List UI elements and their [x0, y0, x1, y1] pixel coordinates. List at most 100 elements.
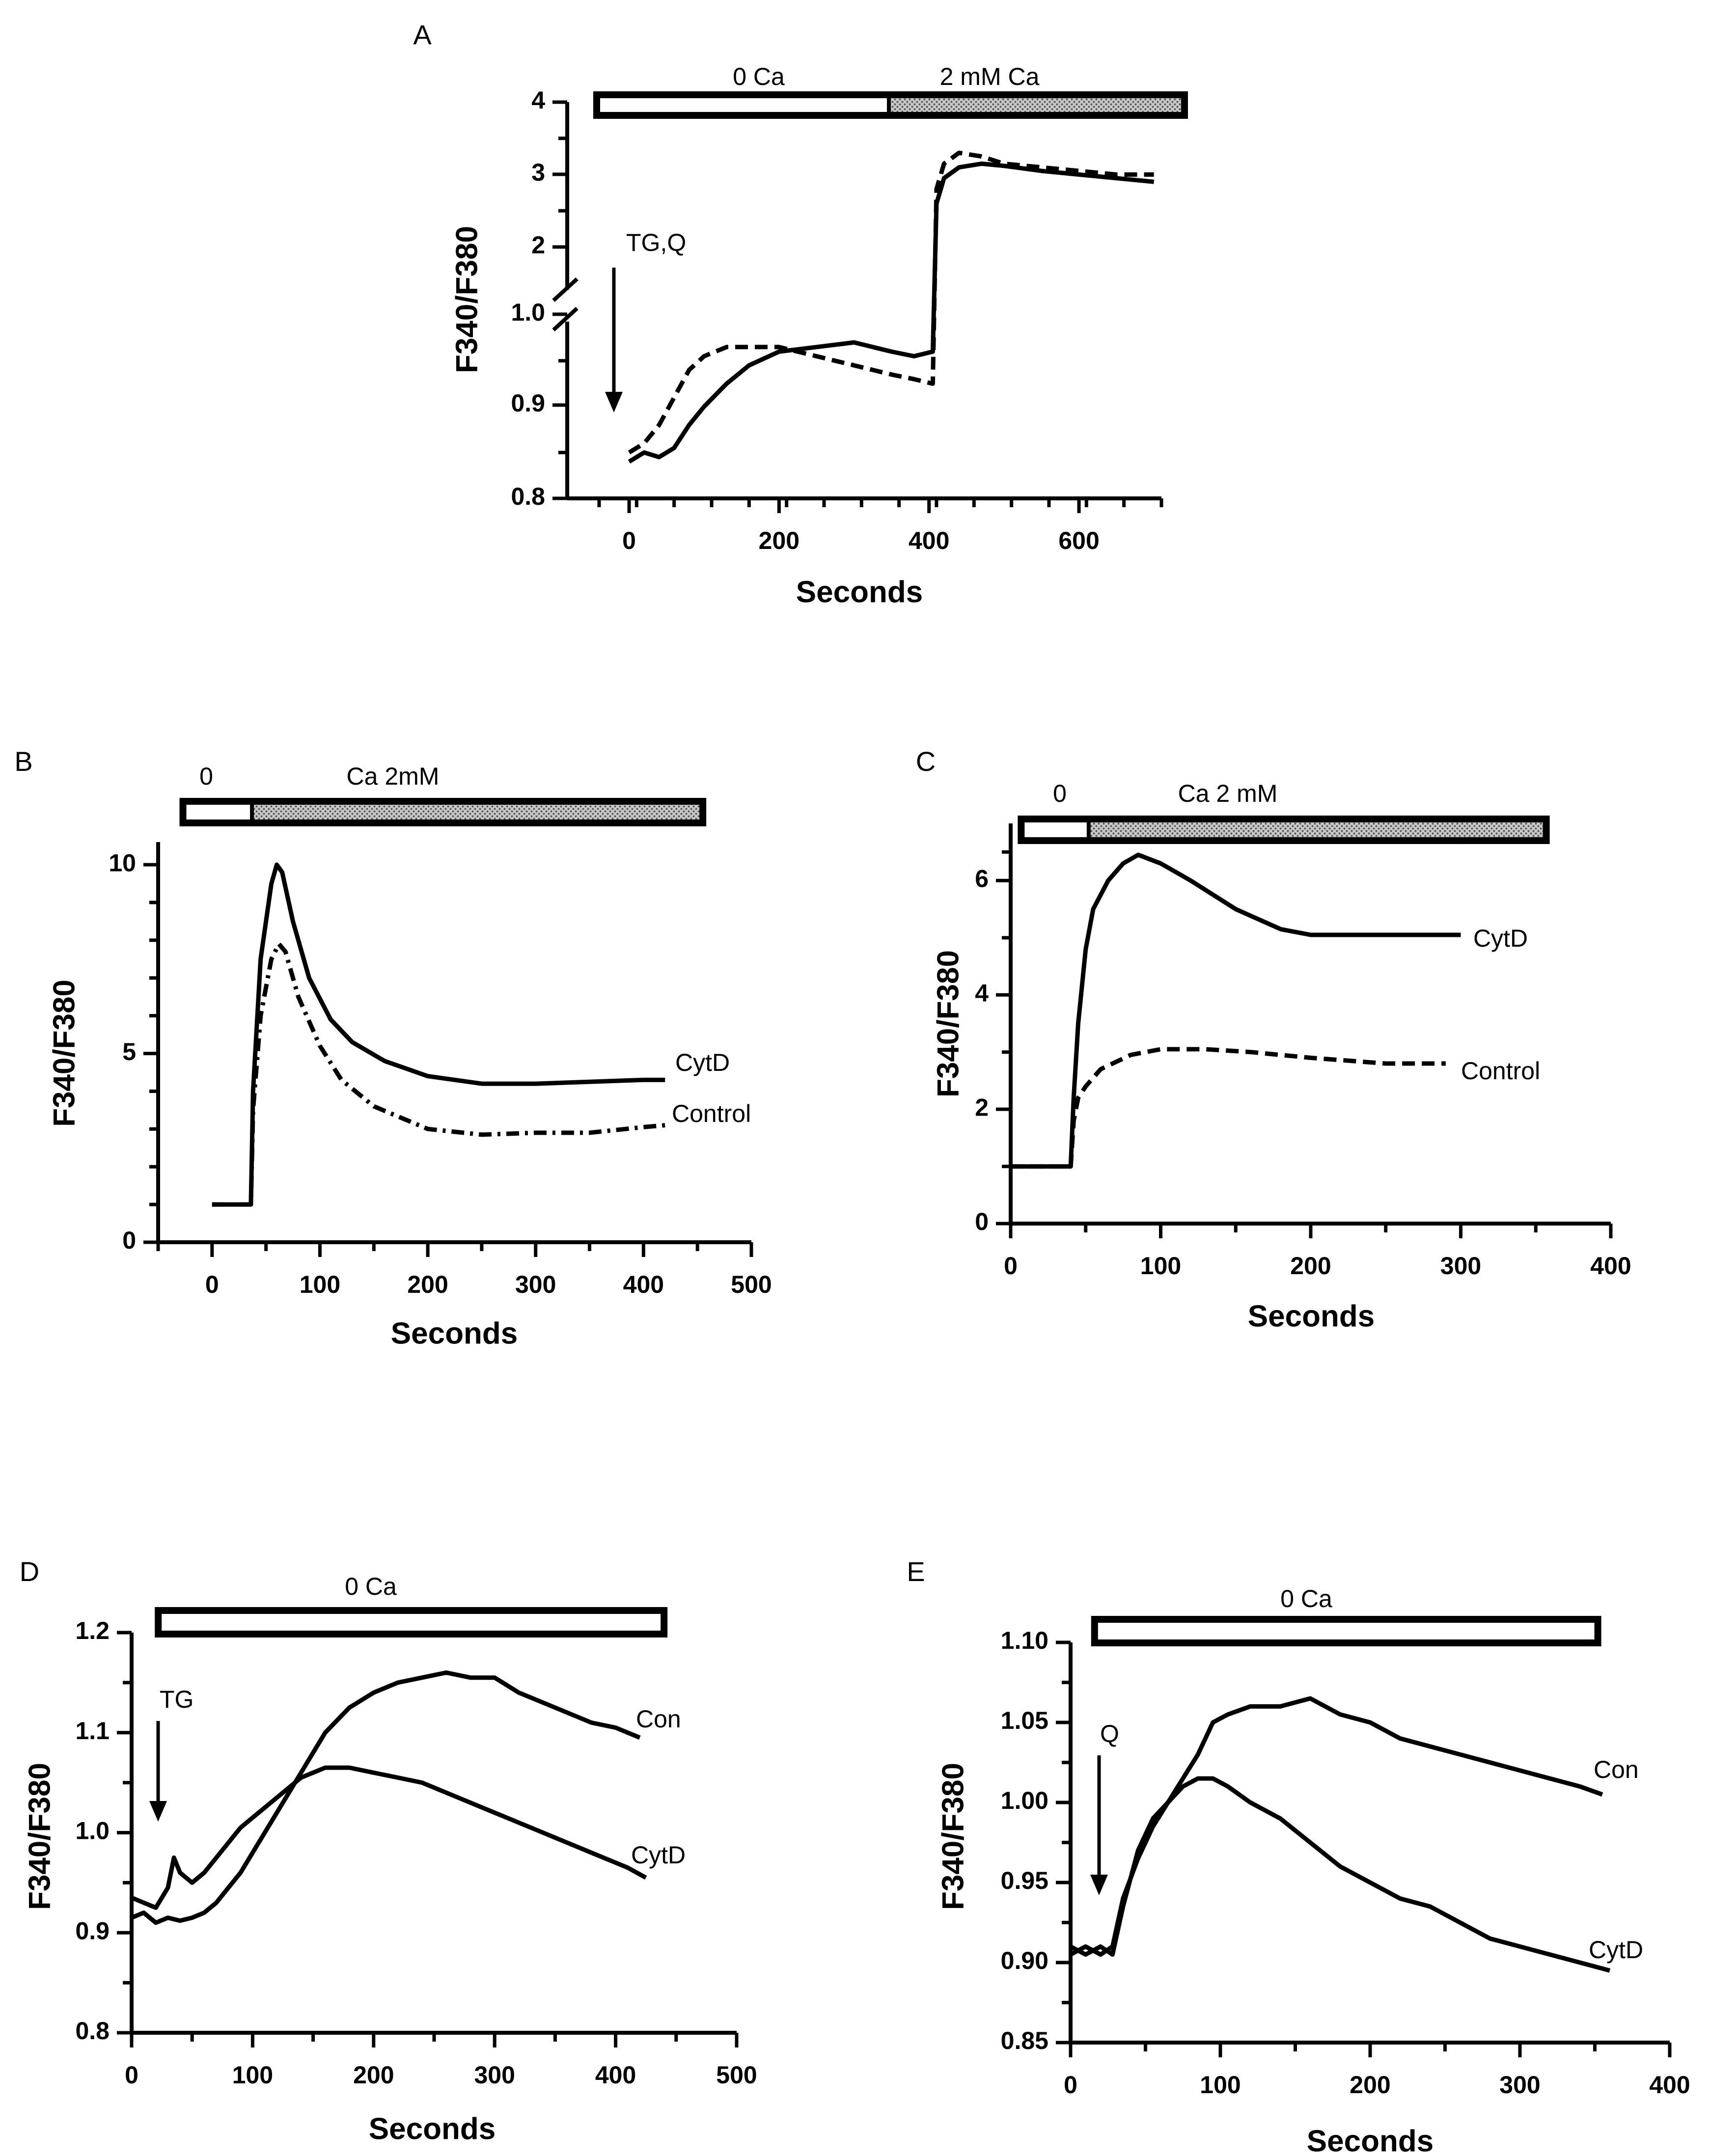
- drug-addition-arrow: TG,Q: [605, 229, 686, 412]
- x-axis-title: Seconds: [796, 575, 923, 609]
- x-tick-label: 400: [595, 2061, 636, 2089]
- panel-A: A 0.8 0.9 1.0 2 3 4 0 200 400 600 Seconds F340/F380 0…: [413, 19, 1188, 609]
- y-tick-label: 0.8: [75, 2017, 110, 2045]
- panel-letter-C: C: [916, 746, 936, 777]
- series-line-control: [212, 942, 665, 1207]
- y-tick-label: 3: [531, 159, 545, 186]
- y-tick-label: 1.0: [75, 1817, 110, 1845]
- series-label: Con: [636, 1705, 681, 1733]
- perfusion-bar-outline: [179, 798, 707, 826]
- y-tick-label: 0.95: [1001, 1867, 1048, 1894]
- y-tick-label: 0: [122, 1227, 136, 1254]
- y-tick-label: 0: [975, 1208, 989, 1235]
- y-axis-title: F340/F380: [23, 1763, 56, 1910]
- series-label: CytD: [631, 1841, 686, 1869]
- series-line-cytd: [1069, 1776, 1611, 1973]
- drug-addition-arrow: Q: [1090, 1720, 1119, 1895]
- series-line-trace-1: [628, 150, 1154, 455]
- y-axis-title: F340/F380: [450, 226, 484, 373]
- series-line-trace-0: [628, 161, 1155, 464]
- x-axis-title: Seconds: [369, 2112, 496, 2146]
- x-tick-label: 200: [1350, 2071, 1390, 2099]
- x-tick-label: 200: [407, 1271, 448, 1298]
- perfusion-bar-segment-1: [252, 801, 703, 823]
- series-line-control: [1011, 1047, 1446, 1169]
- panel-E: E 0.85 0.90 0.95 1.00 1.05 1.10 0 100 200 300 400 Se…: [907, 1556, 1690, 2156]
- perfusion-bar-label: Ca 2mM: [347, 763, 440, 790]
- perfusion-bar-label: 0 Ca: [733, 63, 785, 90]
- perfusion-bar-label: 0 Ca: [1280, 1585, 1332, 1612]
- series-line-con: [131, 1670, 641, 1925]
- perfusion-bar-outline: [1018, 816, 1550, 844]
- perfusion-bar-outline: [155, 1607, 668, 1637]
- x-tick-label: 200: [353, 2061, 394, 2089]
- y-tick-label: 6: [975, 865, 989, 893]
- y-tick-label: 1.1: [75, 1717, 110, 1745]
- arrow-head: [605, 392, 623, 412]
- series-line-cytd: [212, 862, 665, 1207]
- y-axis-title: F340/F380: [47, 980, 81, 1127]
- y-tick-label: 1.05: [1001, 1707, 1048, 1734]
- y-tick-label: 2: [531, 231, 545, 259]
- x-tick-label: 600: [1058, 527, 1099, 554]
- y-tick-label: 0.9: [511, 389, 545, 417]
- x-tick-label: 100: [1140, 1252, 1181, 1280]
- perfusion-bar-segment-0: [1094, 1619, 1598, 1643]
- annotation-label: Q: [1100, 1720, 1119, 1747]
- arrow-head: [149, 1801, 167, 1822]
- x-tick-label: 200: [759, 527, 799, 554]
- series-label: CytD: [1473, 925, 1528, 952]
- annotation-label: TG,Q: [626, 229, 686, 256]
- drug-addition-arrow: TG: [149, 1686, 193, 1822]
- x-tick-label: 0: [125, 2061, 138, 2089]
- series-line-cytd: [1011, 852, 1461, 1169]
- y-axis-title: F340/F380: [931, 950, 965, 1097]
- panel-C: C 0 2 4 6 0 100 200 300 400 Seconds F340/F380 0 Ca 2 …: [916, 746, 1631, 1334]
- perfusion-bar-label: Ca 2 mM: [1178, 780, 1278, 807]
- y-tick-label: 0.9: [75, 1917, 110, 1944]
- x-tick-label: 500: [731, 1271, 772, 1298]
- y-tick-label: 2: [975, 1093, 989, 1121]
- perfusion-bar-segment-1: [1088, 819, 1546, 841]
- y-tick-label: 5: [122, 1038, 136, 1065]
- y-tick-label: 10: [109, 849, 136, 876]
- x-tick-label: 400: [623, 1271, 664, 1298]
- arrow-head: [1090, 1875, 1108, 1895]
- annotation-label: TG: [160, 1686, 193, 1713]
- panel-letter-A: A: [413, 19, 432, 50]
- x-tick-label: 400: [909, 527, 949, 554]
- panel-letter-B: B: [14, 746, 32, 777]
- y-tick-label: 1.00: [1001, 1787, 1048, 1814]
- axis-break-mark: [552, 307, 579, 331]
- perfusion-bar-label: 0: [199, 763, 213, 790]
- series-label: Control: [672, 1100, 751, 1127]
- series-label: CytD: [675, 1049, 730, 1076]
- series-label: Con: [1594, 1756, 1639, 1783]
- y-axis-title: F340/F380: [936, 1763, 970, 1910]
- perfusion-bar-label: 0 Ca: [345, 1573, 397, 1600]
- perfusion-bar-outline: [1091, 1616, 1601, 1646]
- x-tick-label: 0: [1064, 2071, 1077, 2099]
- x-tick-label: 500: [716, 2061, 757, 2089]
- series-label: CytD: [1589, 1936, 1643, 1964]
- x-axis-title: Seconds: [391, 1316, 518, 1350]
- axis-break-mark: [552, 277, 579, 302]
- y-tick-label: 0.8: [511, 483, 545, 510]
- panel-letter-E: E: [907, 1556, 925, 1587]
- x-tick-label: 300: [1440, 1252, 1481, 1280]
- y-tick-label: 0.90: [1001, 1947, 1048, 1974]
- x-tick-label: 100: [232, 2061, 273, 2089]
- x-tick-label: 400: [1649, 2071, 1690, 2099]
- x-tick-label: 400: [1590, 1252, 1631, 1280]
- perfusion-bar-segment-0: [1021, 819, 1089, 841]
- y-tick-label: 0.85: [1001, 2027, 1048, 2054]
- x-tick-label: 0: [205, 1271, 219, 1298]
- x-tick-label: 300: [1499, 2071, 1540, 2099]
- perfusion-bar: 0 Ca: [1091, 1585, 1601, 1646]
- perfusion-bar-segment-0: [183, 801, 252, 823]
- y-tick-label: 1.0: [511, 299, 545, 326]
- perfusion-bar: 0 Ca 2 mM: [1018, 780, 1550, 844]
- perfusion-bar-label: 2 mM Ca: [940, 63, 1040, 90]
